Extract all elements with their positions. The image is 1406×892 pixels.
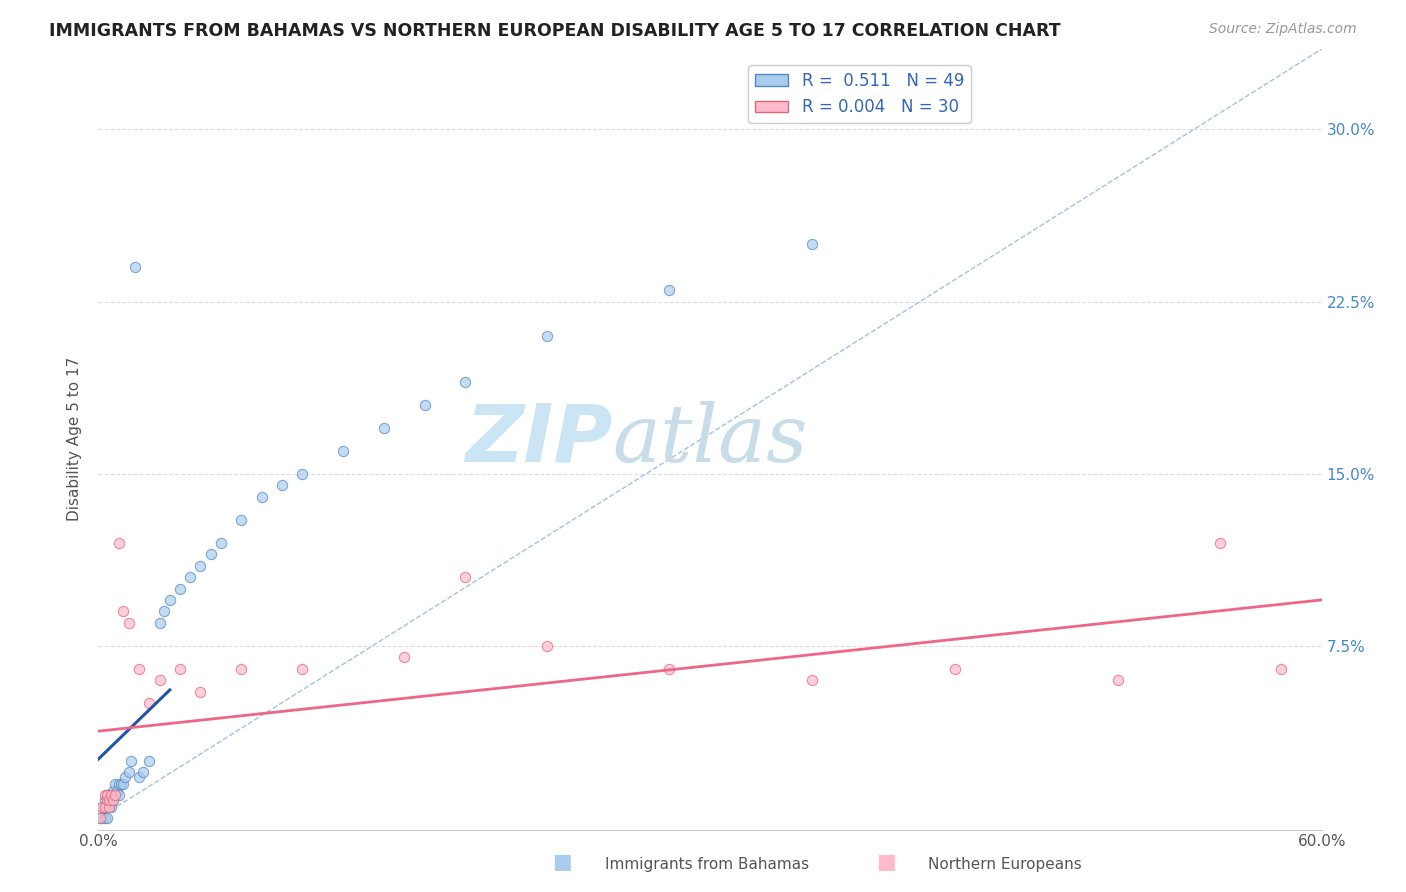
Point bbox=[209, 535, 232, 549]
Text: ■: ■ bbox=[876, 853, 896, 872]
Legend: R =  0.511   N = 49, R = 0.004   N = 30: R = 0.511 N = 49, R = 0.004 N = 30 bbox=[748, 65, 970, 123]
Point bbox=[93, 799, 115, 814]
Point bbox=[91, 811, 114, 825]
Point bbox=[93, 799, 115, 814]
Y-axis label: Disability Age 5 to 17: Disability Age 5 to 17 bbox=[67, 357, 83, 522]
Point bbox=[96, 788, 118, 802]
Point bbox=[658, 283, 681, 297]
Point bbox=[96, 788, 118, 802]
Point bbox=[179, 570, 201, 584]
Point bbox=[91, 799, 114, 814]
Point bbox=[108, 777, 131, 791]
Point bbox=[200, 547, 222, 561]
Point bbox=[108, 788, 131, 802]
Text: IMMIGRANTS FROM BAHAMAS VS NORTHERN EUROPEAN DISABILITY AGE 5 TO 17 CORRELATION : IMMIGRANTS FROM BAHAMAS VS NORTHERN EURO… bbox=[49, 22, 1062, 40]
Point bbox=[1270, 662, 1292, 676]
Point bbox=[93, 811, 115, 825]
Point bbox=[801, 237, 824, 252]
Point bbox=[128, 770, 150, 784]
Point bbox=[392, 650, 416, 665]
Point bbox=[291, 467, 314, 481]
Point bbox=[231, 662, 253, 676]
Point bbox=[118, 765, 141, 780]
Point bbox=[97, 799, 120, 814]
Point bbox=[1209, 535, 1232, 549]
Point bbox=[188, 558, 212, 573]
Point bbox=[943, 662, 966, 676]
Point bbox=[104, 788, 127, 802]
Point bbox=[118, 615, 141, 630]
Point bbox=[138, 696, 160, 710]
Text: Source: ZipAtlas.com: Source: ZipAtlas.com bbox=[1209, 22, 1357, 37]
Point bbox=[93, 788, 115, 802]
Point bbox=[101, 793, 124, 807]
Point bbox=[124, 260, 146, 274]
Point bbox=[97, 793, 120, 807]
Point bbox=[100, 788, 122, 802]
Point bbox=[152, 605, 174, 619]
Point bbox=[114, 770, 136, 784]
Point bbox=[96, 799, 118, 814]
Point bbox=[169, 582, 191, 596]
Point bbox=[291, 662, 314, 676]
Point bbox=[100, 799, 122, 814]
Point bbox=[105, 783, 128, 797]
Point bbox=[111, 777, 134, 791]
Point bbox=[231, 513, 253, 527]
Point bbox=[93, 793, 115, 807]
Text: Immigrants from Bahamas: Immigrants from Bahamas bbox=[605, 857, 808, 872]
Point bbox=[454, 375, 477, 389]
Point bbox=[1107, 673, 1129, 688]
Point bbox=[536, 329, 558, 343]
Point bbox=[658, 662, 681, 676]
Point bbox=[97, 788, 120, 802]
Point bbox=[132, 765, 155, 780]
Text: ZIP: ZIP bbox=[465, 401, 612, 478]
Point bbox=[104, 777, 127, 791]
Point bbox=[108, 535, 131, 549]
Point bbox=[250, 490, 273, 504]
Point bbox=[91, 799, 114, 814]
Point bbox=[188, 685, 212, 699]
Point bbox=[96, 811, 118, 825]
Point bbox=[332, 443, 354, 458]
Point bbox=[159, 593, 181, 607]
Point bbox=[149, 673, 172, 688]
Point bbox=[97, 799, 120, 814]
Text: Northern Europeans: Northern Europeans bbox=[928, 857, 1081, 872]
Point bbox=[96, 793, 118, 807]
Point bbox=[100, 788, 122, 802]
Point bbox=[89, 811, 111, 825]
Point bbox=[270, 478, 294, 492]
Point bbox=[413, 398, 436, 412]
Text: ■: ■ bbox=[553, 853, 572, 872]
Point bbox=[110, 777, 132, 791]
Point bbox=[111, 605, 134, 619]
Point bbox=[169, 662, 191, 676]
Point bbox=[101, 793, 124, 807]
Point bbox=[138, 754, 160, 768]
Point bbox=[454, 570, 477, 584]
Point bbox=[128, 662, 150, 676]
Point bbox=[104, 788, 127, 802]
Point bbox=[373, 421, 395, 435]
Point bbox=[89, 811, 111, 825]
Point bbox=[101, 783, 124, 797]
Text: atlas: atlas bbox=[612, 401, 807, 478]
Point bbox=[536, 639, 558, 653]
Point bbox=[120, 754, 142, 768]
Point bbox=[801, 673, 824, 688]
Point bbox=[97, 793, 120, 807]
Point bbox=[149, 615, 172, 630]
